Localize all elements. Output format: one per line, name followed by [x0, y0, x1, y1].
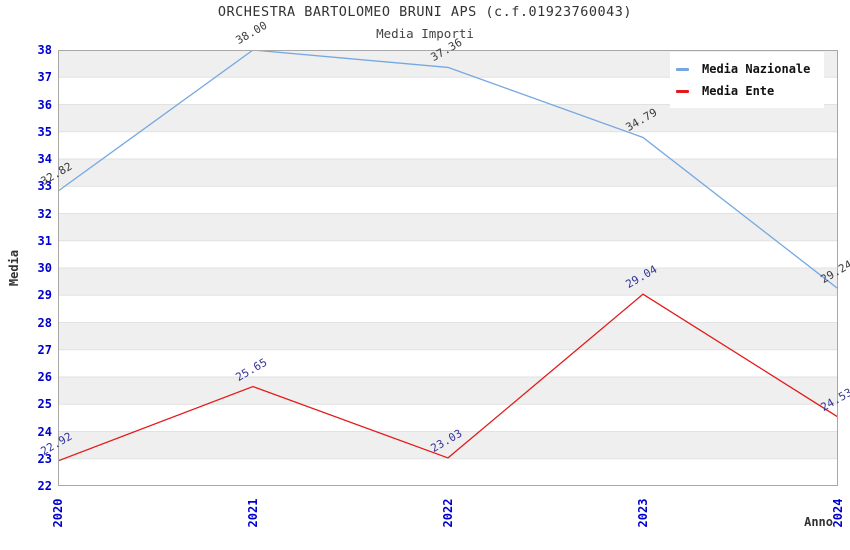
x-tick-label: 2022	[441, 498, 455, 528]
y-tick-label: 32	[37, 206, 52, 221]
x-tick-label: 2024	[831, 498, 845, 528]
chart-subtitle: Media Importi	[376, 26, 474, 41]
grid-band	[58, 431, 838, 459]
y-tick-label: 27	[37, 342, 52, 357]
legend-line-swatch-red	[676, 89, 689, 93]
y-tick-label: 31	[37, 233, 52, 248]
series-line-media-nazionale	[58, 50, 838, 290]
y-tick-label: 22	[37, 479, 52, 493]
grid-band	[58, 404, 838, 432]
y-tick-label: 25	[37, 397, 52, 412]
legend: Media Nazionale Media Ente	[670, 52, 824, 108]
grid-band	[58, 131, 838, 159]
grid-band	[58, 268, 838, 296]
x-tick-label: 2023	[636, 498, 650, 528]
grid-band	[58, 186, 838, 214]
legend-item-media-ente: Media Ente	[676, 80, 824, 102]
grid-band	[58, 295, 838, 323]
chart-title: ORCHESTRA BARTOLOMEO BRUNI APS (c.f.0192…	[217, 4, 633, 20]
y-tick-label: 35	[37, 124, 52, 139]
legend-label: Media Ente	[702, 84, 775, 98]
y-tick-label: 30	[37, 261, 52, 275]
grid-band	[58, 322, 838, 350]
y-tick-label: 36	[37, 97, 52, 112]
grid-band	[58, 159, 838, 187]
grid-band	[58, 213, 838, 241]
x-tick-label: 2020	[51, 498, 65, 528]
x-tick-label: 2021	[246, 498, 260, 528]
grid-band	[58, 458, 838, 486]
y-tick-label: 26	[37, 370, 52, 384]
y-tick-label: 24	[37, 424, 52, 439]
y-tick-label: 29	[37, 288, 52, 303]
y-tick-label: 38	[37, 43, 52, 57]
y-tick-label: 28	[37, 315, 52, 330]
grid-band	[58, 349, 838, 377]
legend-label: Media Nazionale	[702, 62, 811, 76]
legend-item-media-nazionale: Media Nazionale	[676, 58, 824, 80]
y-tick-label: 37	[37, 70, 52, 85]
y-axis-title: Media	[7, 249, 21, 287]
grid-band	[58, 377, 838, 405]
grid-band	[58, 240, 838, 268]
plot-border	[58, 50, 838, 486]
plot-area	[58, 50, 838, 486]
point-annotation: 38.00	[233, 18, 270, 47]
y-tick-label: 33	[37, 179, 52, 194]
legend-line-swatch-blue	[676, 67, 689, 71]
grid-band	[58, 104, 838, 132]
y-tick-label: 34	[37, 152, 52, 166]
y-tick-label: 23	[37, 451, 52, 466]
x-axis-title: Anno	[804, 515, 833, 529]
series-line-media-ente	[58, 293, 838, 462]
